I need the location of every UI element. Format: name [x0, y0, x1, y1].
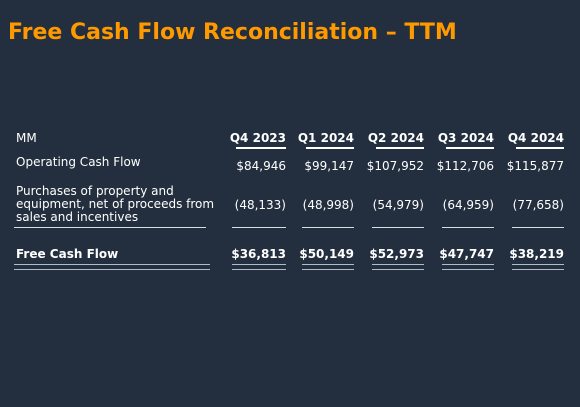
table-cell: (54,979): [372, 198, 424, 212]
row-divider: [512, 227, 564, 228]
total-double-rule: [512, 264, 564, 270]
column-header-q1-2024: Q1 2024: [297, 131, 354, 145]
unit-label: MM: [16, 131, 37, 145]
total-double-rule: [442, 264, 494, 270]
column-header-q3-2024: Q3 2024: [437, 131, 494, 145]
row-divider: [372, 227, 424, 228]
row-divider: [442, 227, 494, 228]
table-cell: (64,959): [442, 198, 494, 212]
table-row-capex: Purchases of property and equipment, net…: [14, 174, 566, 232]
row-label: Purchases of property and equipment, net…: [16, 184, 215, 224]
row-label: Free Cash Flow: [16, 247, 119, 261]
table-cell: $115,877: [506, 159, 564, 173]
slide-title: Free Cash Flow Reconciliation – TTM: [8, 20, 457, 45]
header-underline: [236, 147, 286, 149]
fcf-reconciliation-table: MM Q4 2023 Q1 2024 Q2 2024 Q3 2024 Q4 20…: [14, 130, 566, 270]
table-cell: (77,658): [512, 198, 564, 212]
row-divider: [232, 227, 286, 228]
table-cell: $107,952: [366, 159, 424, 173]
table-cell: $52,973: [369, 247, 424, 261]
header-underline: [446, 147, 494, 149]
total-double-rule: [232, 264, 286, 270]
table-row-free-cash-flow: Free Cash Flow $36,813 $50,149 $52,973 $…: [14, 232, 566, 270]
header-underline: [306, 147, 354, 149]
column-header-q4-2023: Q4 2023: [229, 131, 286, 145]
row-divider: [302, 227, 354, 228]
table-cell: (48,998): [302, 198, 354, 212]
header-underline: [516, 147, 564, 149]
table-cell: $112,706: [436, 159, 494, 173]
total-double-rule: [302, 264, 354, 270]
row-label: Operating Cash Flow: [16, 155, 141, 169]
row-divider: [14, 227, 206, 228]
column-header-q2-2024: Q2 2024: [367, 131, 424, 145]
table-cell: $99,147: [304, 159, 354, 173]
table-row-operating-cash-flow: Operating Cash Flow $84,946 $99,147 $107…: [14, 148, 566, 174]
table-cell: $38,219: [509, 247, 564, 261]
table-cell: $84,946: [236, 159, 286, 173]
header-underline: [376, 147, 424, 149]
table-header-row: MM Q4 2023 Q1 2024 Q2 2024 Q3 2024 Q4 20…: [14, 130, 566, 149]
table-cell: $36,813: [231, 247, 286, 261]
total-double-rule: [372, 264, 424, 270]
table-cell: $50,149: [299, 247, 354, 261]
total-double-rule: [14, 264, 210, 270]
column-header-q4-2024: Q4 2024: [507, 131, 564, 145]
table-cell: (48,133): [234, 198, 286, 212]
table-cell: $47,747: [439, 247, 494, 261]
